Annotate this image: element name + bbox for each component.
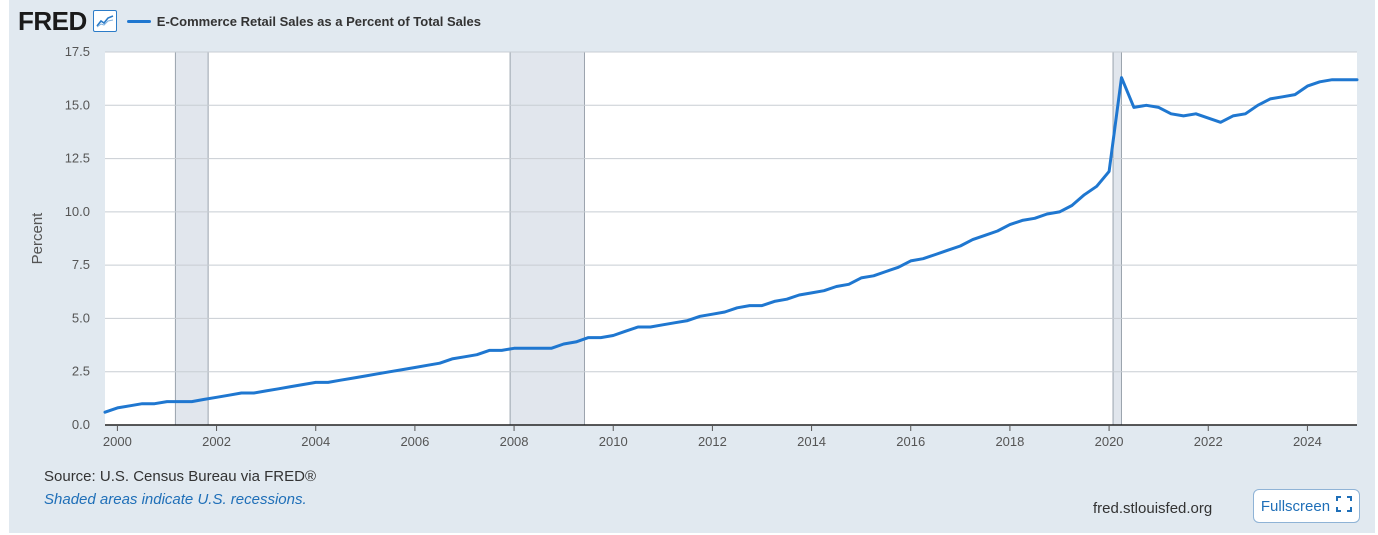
- x-tick-label: 2014: [797, 434, 826, 449]
- y-axis-label: Percent: [29, 212, 46, 265]
- x-tick-label: 2020: [1095, 434, 1124, 449]
- x-tick-label: 2002: [202, 434, 231, 449]
- expand-icon: [1336, 496, 1352, 516]
- y-tick-label: 10.0: [65, 204, 90, 219]
- x-tick-label: 2000: [103, 434, 132, 449]
- recession-band: [510, 52, 584, 425]
- y-tick-label: 15.0: [65, 97, 90, 112]
- y-tick-label: 0.0: [72, 417, 90, 432]
- x-tick-label: 2004: [301, 434, 330, 449]
- source-text: Source: U.S. Census Bureau via FRED®: [44, 468, 316, 485]
- fullscreen-button[interactable]: Fullscreen: [1253, 489, 1360, 523]
- x-tick-label: 2006: [400, 434, 429, 449]
- plot-area: [105, 52, 1357, 425]
- x-tick-label: 2008: [500, 434, 529, 449]
- recession-note: Shaded areas indicate U.S. recessions.: [44, 491, 307, 508]
- x-tick-label: 2024: [1293, 434, 1322, 449]
- recession-band: [175, 52, 208, 425]
- x-tick-label: 2012: [698, 434, 727, 449]
- y-tick-label: 12.5: [65, 151, 90, 166]
- y-tick-label: 5.0: [72, 310, 90, 325]
- y-tick-label: 7.5: [72, 257, 90, 272]
- y-tick-label: 17.5: [65, 44, 90, 59]
- x-tick-label: 2010: [599, 434, 628, 449]
- line-chart: 0.0 2.5 5.0 7.5 10.0 12.5 15.0 17.5 2000 2002 200…: [0, 0, 1378, 470]
- x-tick-label: 2016: [896, 434, 925, 449]
- y-tick-label: 2.5: [72, 364, 90, 379]
- x-tick-label: 2018: [995, 434, 1024, 449]
- fullscreen-label: Fullscreen: [1261, 498, 1330, 515]
- site-url[interactable]: fred.stlouisfed.org: [1093, 500, 1212, 517]
- x-tick-label: 2022: [1194, 434, 1223, 449]
